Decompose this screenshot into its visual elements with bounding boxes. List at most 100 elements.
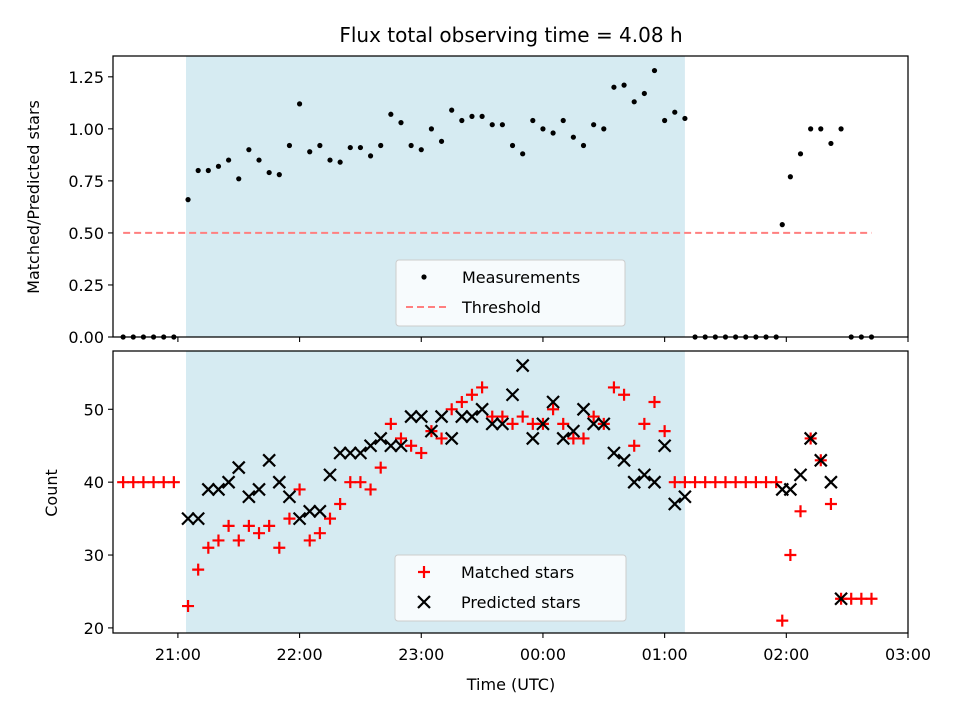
bottom-series-0 [117,381,878,627]
top-y-axis-label: Matched/Predicted stars [24,100,43,294]
matched-star-point [405,439,418,452]
predicted-star-point [302,504,317,519]
matched-star-point [486,410,499,423]
measurement-point [509,142,516,149]
measurement-point [408,142,414,149]
predicted-star-point [343,446,358,460]
bottom-y-axis-label: Count [42,469,61,517]
predicted-star-point [637,468,652,482]
matched-star-point [855,592,868,605]
matched-star-point [760,476,773,489]
matched-star-point [394,432,407,445]
measurement-point [286,142,293,149]
matched-star-point [354,476,367,489]
measurement-point [662,117,668,124]
top-y-tick-label: 1.25 [68,68,104,87]
measurement-point [398,120,404,126]
matched-star-point [465,388,478,401]
measurement-point [246,147,252,153]
predicted-star-point [657,438,672,453]
matched-star-point [587,410,600,423]
legend-measurements-label: Measurements [462,268,580,287]
measurement-point [296,101,303,107]
predicted-star-point [181,511,195,526]
measurement-point [337,159,343,165]
predicted-star-point [333,446,347,460]
matched-star-point [729,476,742,489]
measurement-point [266,169,272,176]
measurement-point [672,109,678,115]
predicted-star-point [455,409,469,424]
predicted-star-point [546,395,560,409]
measurement-point [601,126,607,132]
matched-star-point [794,505,807,518]
matched-star-point [283,512,296,525]
measurement-point [540,126,546,132]
x-tick-label: 01:00 [642,645,688,664]
matched-star-point [374,461,387,474]
measurement-point [256,157,262,163]
measurement-point [621,82,627,88]
matched-star-point [577,432,590,445]
top-y-tick-label: 0.50 [68,224,104,243]
matched-star-point [824,498,837,511]
measurement-point [428,126,435,132]
predicted-star-point [221,475,236,489]
matched-star-point [192,563,205,576]
predicted-star-point [242,489,256,504]
predicted-star-point [465,409,479,424]
measurement-point [307,149,313,155]
matched-star-point [516,410,529,423]
matched-star-point [445,403,458,416]
measurement-point [570,134,576,140]
matched-star-point [699,476,712,489]
predicted-star-point [404,409,418,424]
matched-star-point [776,614,789,627]
measurement-point [469,113,475,119]
predicted-star-point [536,417,550,431]
measurement-point [276,172,282,178]
measurement-point [641,90,647,97]
x-tick-label: 22:00 [277,645,323,664]
predicted-star-point [252,482,266,497]
matched-star-point [638,417,651,430]
matched-star-point [435,432,448,445]
matched-star-point [845,592,858,605]
predicted-star-point [363,438,378,453]
matched-star-point [384,417,397,430]
top-panel: Flux total observing time = 4.08 h Match… [24,23,909,347]
measurement-point [611,84,617,90]
measurement-point [388,111,394,117]
matched-star-point [547,403,560,416]
measurement-point [449,107,455,113]
predicted-star-point [505,387,520,402]
legend-predicted-marker [417,595,431,609]
legend-matched-marker [418,566,430,578]
measurement-point [530,117,536,124]
matched-star-point [222,519,235,532]
matched-star-point [678,476,691,489]
matched-star-point [618,388,631,401]
matched-star-point [212,534,225,547]
bottom-panel: Count Time (UTC) 20 30 40 50 21:00 22:00 23:00… [42,350,931,694]
predicted-star-point [353,446,368,460]
matched-star-point [455,396,468,409]
matched-star-point [628,439,641,452]
predicted-star-point [323,468,337,482]
measurement-point [367,153,374,159]
predicted-star-point [647,475,662,489]
predicted-star-point [834,591,848,606]
bottom-axes-frame [112,350,909,634]
top-axes-frame [112,55,909,338]
measurement-point [591,122,597,128]
measurement-point [215,163,222,169]
measurement-point [818,126,824,132]
matched-star-point [303,534,316,547]
predicted-star-point [424,424,439,438]
predicted-star-point [576,402,591,417]
matched-star-point [865,592,878,605]
predicted-star-point [373,431,388,446]
predicted-star-point [526,431,540,446]
predicted-star-point [292,511,307,526]
measurement-point [808,126,814,132]
